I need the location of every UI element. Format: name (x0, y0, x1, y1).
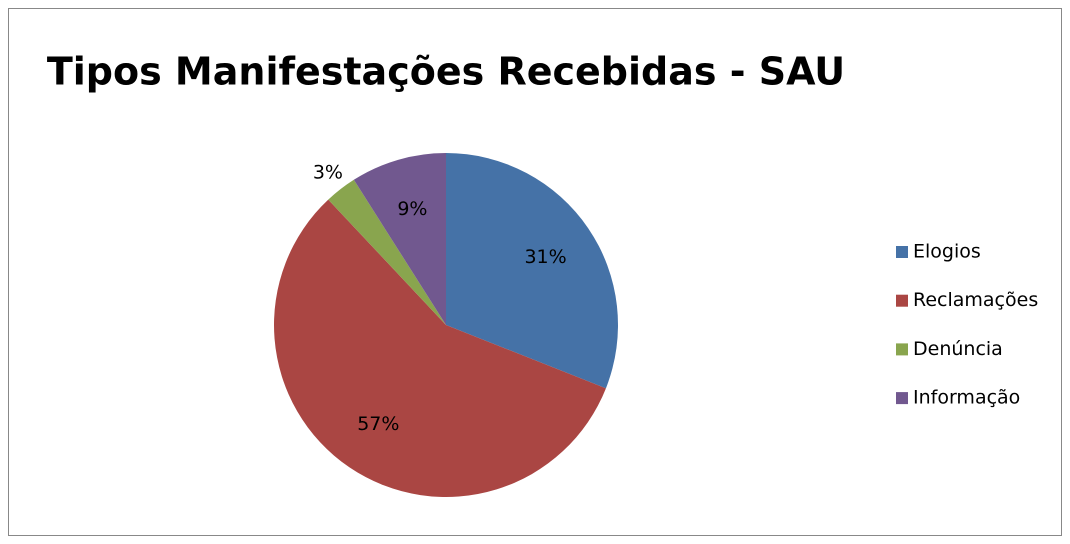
legend-label: Denúncia (913, 338, 1003, 360)
legend-swatch (896, 343, 908, 356)
data-label: 57% (357, 413, 399, 435)
legend-label: Reclamações (913, 289, 1038, 311)
legend-swatch (896, 392, 908, 405)
chart-title: Tipos Manifestações Recebidas - SAU (47, 50, 845, 94)
pie-slice (273, 199, 606, 498)
legend-swatch (896, 246, 908, 258)
data-label: 31% (524, 246, 566, 268)
data-label: 9% (397, 198, 427, 220)
pie-slice (446, 153, 618, 389)
legend-swatch (896, 294, 908, 307)
data-label: 3% (313, 161, 343, 183)
pie-slice (328, 179, 446, 325)
legend-label: Informação (913, 387, 1020, 409)
legend-label: Elogios (913, 241, 981, 263)
pie-slice (353, 153, 446, 325)
